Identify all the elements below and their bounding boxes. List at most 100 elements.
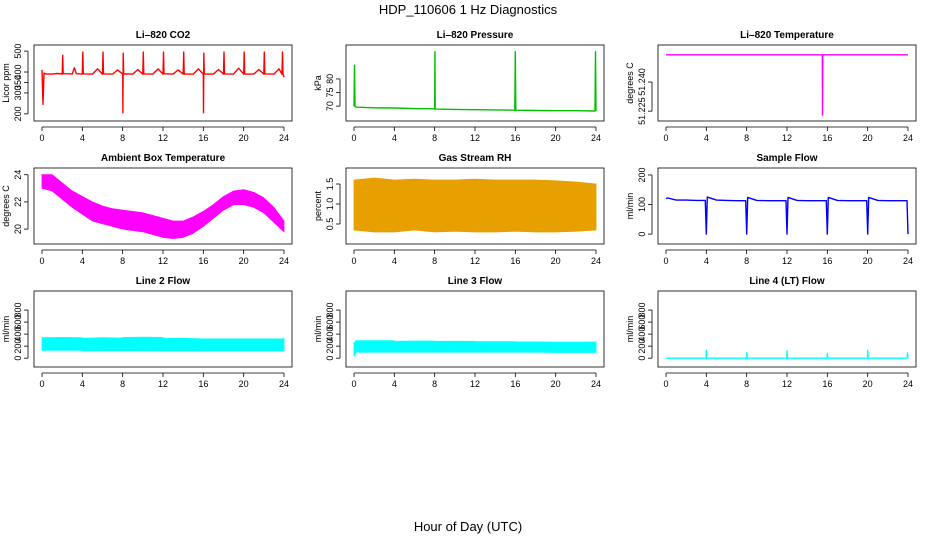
y-tick-label: 1.0 [325,198,335,211]
x-tick-label: 4 [80,256,85,266]
series-band [41,336,285,352]
panel-title: Li–820 Temperature [740,30,834,41]
x-tick-label: 16 [198,256,208,266]
y-tick-label: 0 [325,356,335,361]
x-tick-label: 8 [744,133,749,143]
x-tick-label: 24 [279,379,289,389]
y-axis-label: percent [313,190,323,221]
x-tick-label: 20 [551,256,561,266]
chart-panel-7: Line 2 Flow ml/min 0 4 8 12 16 20 24 0 20040060080… [1,276,293,389]
x-tick-label: 24 [279,256,289,266]
plot-frame [657,167,917,245]
panel-title: Sample Flow [756,153,817,164]
chart-panel-6: Sample Flow ml/min 0 4 8 12 16 20 24 0 100 200 [625,153,917,266]
y-tick-label: 80 [325,74,335,84]
y-tick-label: 600 [13,315,23,330]
chart-panel-3: Li–820 Temperature degrees C 0 4 8 12 16 20 24 51… [625,30,917,143]
x-tick-label: 16 [510,133,520,143]
x-tick-label: 16 [198,379,208,389]
x-tick-label: 12 [470,133,480,143]
x-tick-label: 0 [351,379,356,389]
y-tick-label: 20 [13,224,23,234]
y-tick-label: 75 [325,88,335,98]
x-tick-label: 12 [158,256,168,266]
x-tick-label: 8 [120,256,125,266]
panel-title: Ambient Box Temperature [101,153,226,164]
x-tick-label: 16 [822,379,832,389]
plot-frame [657,290,917,368]
x-tick-label: 4 [704,379,709,389]
x-tick-label: 20 [863,379,873,389]
x-tick-label: 24 [903,256,913,266]
y-tick-label: 0.5 [325,218,335,231]
y-axis-label: kPa [313,75,323,91]
x-tick-label: 12 [470,379,480,389]
x-tick-label: 20 [863,133,873,143]
plot-frame [33,44,293,122]
x-tick-label: 4 [704,133,709,143]
y-tick-label: 22 [13,197,23,207]
y-tick-label: 200 [13,339,23,354]
series-line [665,196,909,235]
x-tick-label: 24 [279,133,289,143]
x-tick-label: 12 [158,133,168,143]
panel-title: Line 4 (LT) Flow [749,276,825,287]
x-tick-label: 8 [744,379,749,389]
series-band [353,340,597,357]
x-tick-label: 0 [351,133,356,143]
y-axis-label: ml/min [313,316,323,343]
y-tick-label: 51.225 [637,97,647,125]
y-tick-label: 200 [637,167,647,182]
series-line [666,54,908,116]
y-tick-label: 24 [13,170,23,180]
x-tick-label: 0 [663,256,668,266]
y-tick-label: 600 [637,315,647,330]
y-axis-label: ml/min [625,193,635,220]
chart-panel-5: Gas Stream RH percent 0 4 8 12 16 20 24 0.5 1.0 1.5 [313,153,605,266]
plot-frame [345,167,605,245]
x-tick-label: 24 [591,133,601,143]
chart-panel-2: Li–820 Pressure kPa 0 4 8 12 16 20 24 70 75 80 [313,30,605,143]
y-tick-label: 400 [325,327,335,342]
panel-title: Li–820 CO2 [136,30,191,41]
series-band [41,174,285,240]
x-tick-label: 8 [120,379,125,389]
y-tick-label: 200 [325,339,335,354]
x-tick-label: 20 [239,256,249,266]
x-tick-label: 24 [903,133,913,143]
y-axis-label: degrees C [1,185,11,227]
y-tick-label: 100 [637,197,647,212]
y-tick-label: 800 [13,303,23,318]
x-tick-label: 12 [782,256,792,266]
y-tick-label: 1.5 [325,178,335,191]
x-tick-label: 24 [591,379,601,389]
x-tick-label: 16 [510,256,520,266]
plot-frame [345,290,605,368]
series-band [353,177,597,233]
panel-title: Line 2 Flow [136,276,191,287]
x-tick-label: 12 [158,379,168,389]
y-tick-label: 800 [637,303,647,318]
plot-frame [345,44,605,122]
plot-frame [33,167,293,245]
x-tick-label: 16 [198,133,208,143]
x-tick-label: 20 [239,379,249,389]
x-tick-label: 8 [432,379,437,389]
x-tick-label: 4 [392,133,397,143]
x-tick-label: 0 [663,379,668,389]
y-tick-label: 500 [13,44,23,59]
x-tick-label: 20 [551,133,561,143]
y-tick-label: 400 [13,64,23,79]
x-tick-label: 4 [80,133,85,143]
y-tick-label: 300 [13,85,23,100]
x-tick-label: 4 [704,256,709,266]
chart-panel-8: Line 3 Flow ml/min 0 4 8 12 16 20 24 0 20040060080… [313,276,605,389]
x-tick-label: 8 [432,256,437,266]
y-tick-label: 400 [13,327,23,342]
y-axis-label: ml/min [625,316,635,343]
plot-frame [657,44,917,122]
series-line [666,349,909,359]
x-tick-label: 20 [551,379,561,389]
y-tick-label: 600 [325,315,335,330]
chart-panel-1: Li–820 CO2 Licor ppm 0 4 8 12 16 20 24 200 3003504… [1,30,293,143]
